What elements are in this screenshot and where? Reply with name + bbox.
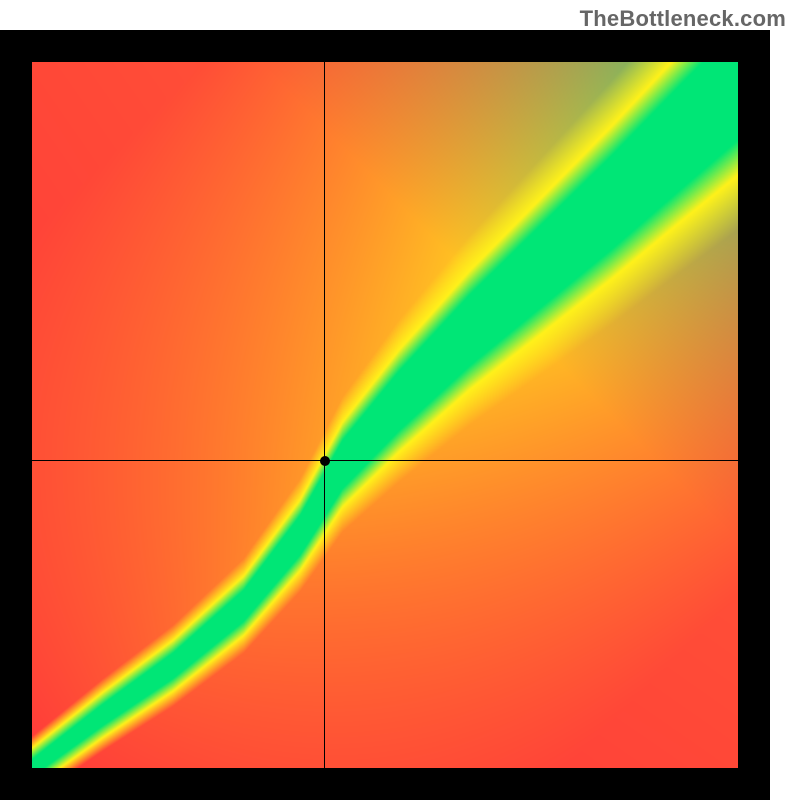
crosshair-marker [320, 456, 330, 466]
heatmap-plot [32, 62, 738, 768]
watermark-text: TheBottleneck.com [580, 6, 786, 32]
crosshair-horizontal [32, 460, 738, 461]
crosshair-vertical [324, 62, 325, 768]
heatmap-canvas [32, 62, 738, 768]
